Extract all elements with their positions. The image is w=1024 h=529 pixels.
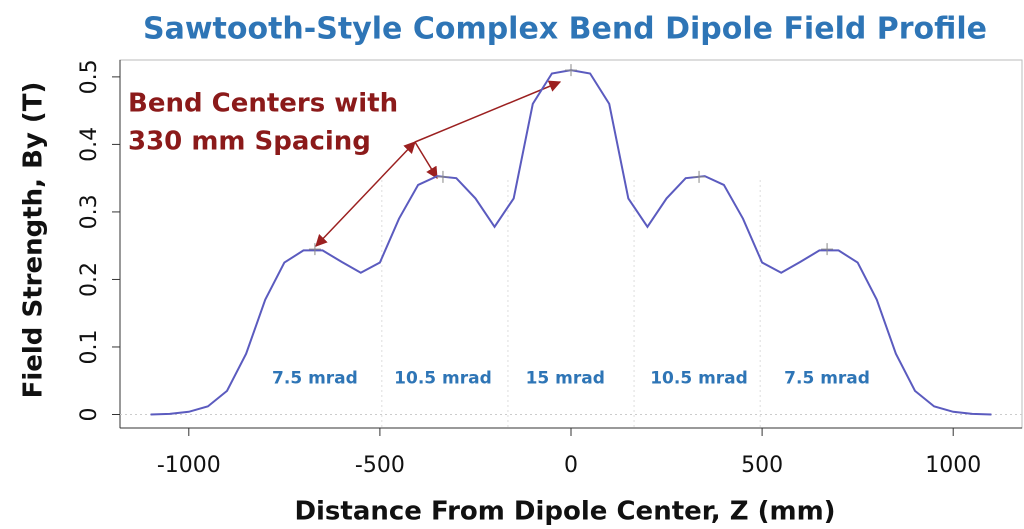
peak-marker: [436, 170, 449, 183]
arrow: [414, 141, 438, 180]
line-series: [150, 69, 992, 416]
annotation: 330 mm Spacing: [128, 127, 371, 157]
x-tick-label: 1000: [925, 453, 981, 478]
y-axis-label: Field Strength, By (T): [19, 82, 49, 399]
region-label: 10.5 mrad: [394, 369, 492, 389]
region-label: 10.5 mrad: [650, 369, 748, 389]
arrow: [315, 141, 416, 247]
arrow: [414, 80, 562, 143]
x-tick-label: -500: [355, 453, 405, 478]
region-label: 7.5 mrad: [784, 369, 870, 389]
peak-marker: [565, 64, 577, 77]
y-tick-label: 0.5: [77, 59, 102, 94]
x-tick-label: 500: [741, 453, 783, 478]
region-label: 15 mrad: [526, 369, 605, 389]
y-tick-label: 0.3: [77, 194, 102, 229]
x-tick-label: 0: [564, 453, 578, 478]
y-tick-label: 0.2: [77, 262, 102, 297]
y-tick-label: 0.4: [77, 127, 102, 162]
peak-marker: [821, 243, 834, 256]
chart-title: Sawtooth-Style Complex Bend Dipole Field…: [143, 12, 987, 47]
annotation-arrows: [315, 80, 562, 247]
peak-marker: [693, 170, 706, 183]
region-label: 7.5 mrad: [272, 369, 358, 389]
x-axis-label: Distance From Dipole Center, Z (mm): [294, 497, 835, 527]
annotation: Bend Centers with: [128, 89, 398, 119]
x-tick-label: -1000: [157, 453, 221, 478]
y-tick-label: 0.1: [77, 329, 102, 364]
peak-marker: [308, 243, 321, 256]
y-tick-label: 0: [77, 407, 102, 421]
